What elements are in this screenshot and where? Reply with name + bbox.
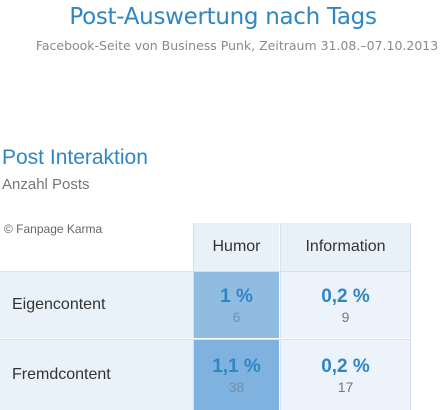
cell-count: 9 (341, 308, 350, 325)
interaction-matrix: Humor Information Eigencontent Fremdcont… (0, 223, 446, 410)
page-subtitle: Facebook-Seite von Business Punk, Zeitra… (35, 38, 439, 53)
cell-count: 17 (337, 378, 354, 395)
table-edge (410, 223, 411, 410)
section-title: Post Interaktion (2, 146, 148, 169)
page-title: Post-Auswertung nach Tags (69, 4, 377, 30)
row-label-fremdcontent: Fremdcontent (0, 340, 193, 410)
row-label-eigencontent: Eigencontent (0, 272, 193, 338)
cell-fremdcontent-humor: 1,1 % 38 (193, 340, 279, 410)
cell-percent: 0,2 % (321, 355, 370, 377)
column-header-humor: Humor (193, 223, 279, 271)
cell-percent: 0,2 % (321, 285, 370, 307)
cell-count: 6 (232, 308, 241, 325)
column-header-information: Information (280, 223, 410, 271)
cell-eigencontent-information: 0,2 % 9 (280, 272, 410, 338)
cell-percent: 1 % (220, 285, 253, 307)
cell-fremdcontent-information: 0,2 % 17 (280, 340, 410, 410)
cell-eigencontent-humor: 1 % 6 (193, 272, 279, 338)
section-subtitle: Anzahl Posts (2, 176, 90, 193)
source-credit: © Fanpage Karma (4, 222, 103, 236)
cell-count: 38 (228, 378, 245, 395)
row-separator (0, 339, 410, 340)
cell-percent: 1,1 % (212, 355, 261, 377)
row-separator (0, 271, 410, 272)
